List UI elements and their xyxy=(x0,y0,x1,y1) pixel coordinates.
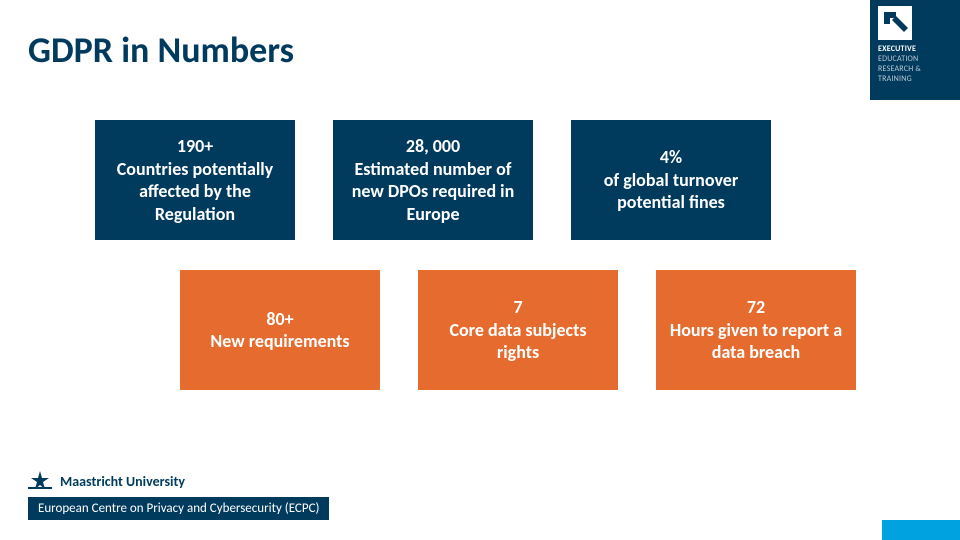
stat-value: 190+ xyxy=(107,135,283,158)
stat-card-countries: 190+ Countries potentially affected by t… xyxy=(95,120,295,240)
stat-text: Core data subjects rights xyxy=(430,319,606,364)
stat-card-fines: 4% of global turnover potential fines xyxy=(571,120,771,240)
brand-logo-box: EXECUTIVE EDUCATION RESEARCH & TRAINING xyxy=(870,0,960,100)
stat-text: Estimated number of new DPOs required in… xyxy=(345,158,521,226)
stat-card-rights: 7 Core data subjects rights xyxy=(418,270,618,390)
stats-row-1: 190+ Countries potentially affected by t… xyxy=(95,120,771,240)
star-icon xyxy=(28,469,52,493)
stat-value: 72 xyxy=(668,296,844,319)
stat-card-dpos: 28, 000 Estimated number of new DPOs req… xyxy=(333,120,533,240)
brand-line3: RESEARCH & xyxy=(878,64,952,74)
stat-card-requirements: 80+ New requirements xyxy=(180,270,380,390)
stats-row-2: 80+ New requirements 7 Core data subject… xyxy=(180,270,856,390)
footer-university: Maastricht University xyxy=(28,469,329,493)
brand-line2: EDUCATION xyxy=(878,54,952,64)
footer-university-text: Maastricht University xyxy=(60,473,185,490)
arrow-icon xyxy=(878,6,912,40)
stat-card-breach: 72 Hours given to report a data breach xyxy=(656,270,856,390)
stat-text: Hours given to report a data breach xyxy=(668,319,844,364)
stat-value: 28, 000 xyxy=(345,135,521,158)
footer-accent-bar xyxy=(882,520,960,540)
brand-logo-text: EXECUTIVE EDUCATION RESEARCH & TRAINING xyxy=(878,44,952,84)
stat-value: 7 xyxy=(430,296,606,319)
stat-value: 80+ xyxy=(210,308,349,331)
brand-line4: TRAINING xyxy=(878,74,952,84)
footer: Maastricht University European Centre on… xyxy=(28,469,329,520)
page-title: GDPR in Numbers xyxy=(28,28,294,72)
brand-line1: EXECUTIVE xyxy=(878,44,952,54)
stat-text: Countries potentially affected by the Re… xyxy=(107,158,283,226)
stat-text: New requirements xyxy=(210,330,349,353)
stat-text: of global turnover potential fines xyxy=(583,169,759,214)
footer-centre: European Centre on Privacy and Cybersecu… xyxy=(28,497,329,520)
stat-value: 4% xyxy=(583,146,759,169)
